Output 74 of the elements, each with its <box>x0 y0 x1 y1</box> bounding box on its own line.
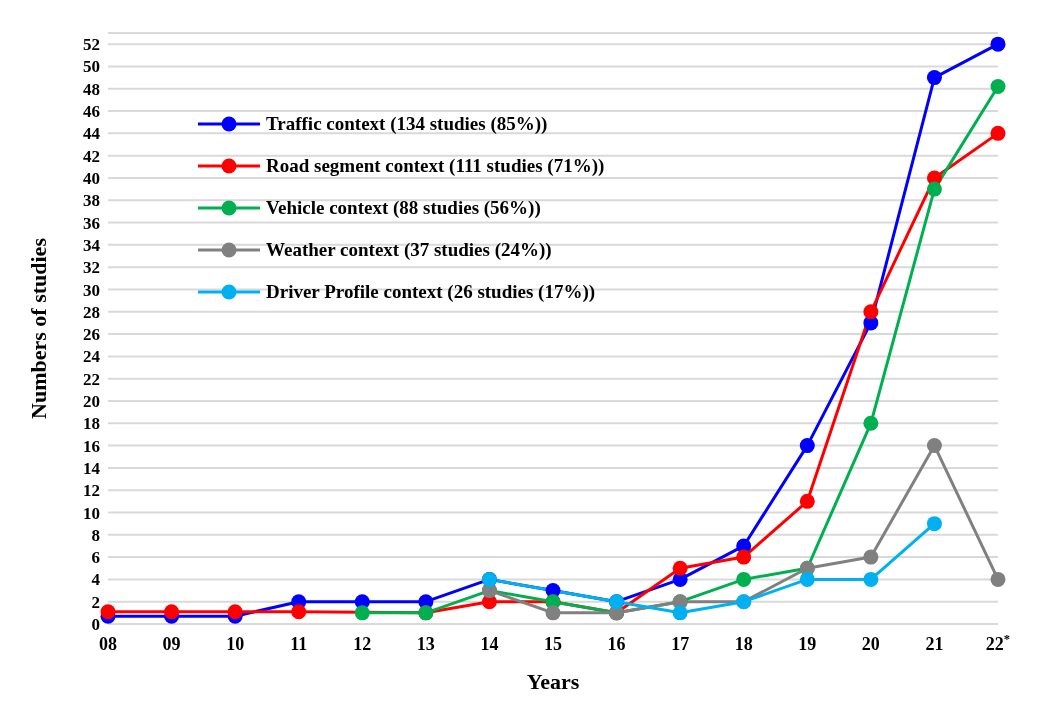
x-tick-label: 22$^{*}$ <box>985 632 1011 654</box>
y-tick-label: 16 <box>83 436 100 456</box>
y-tick-label: 0 <box>91 615 100 635</box>
point <box>100 604 116 620</box>
y-tick-label: 46 <box>83 102 100 122</box>
point <box>354 605 370 621</box>
x-tick-label: 13 <box>416 634 435 654</box>
x-tick-label: 20 <box>861 634 880 654</box>
y-tick-label: 12 <box>83 481 100 501</box>
x-tick-label: 21 <box>925 634 944 654</box>
point <box>990 36 1006 52</box>
x-tick-label: 16 <box>607 634 626 654</box>
legend-label: Vehicle context (88 studies (56%)) <box>266 197 541 219</box>
x-tick-label: 11 <box>290 634 308 654</box>
y-tick-label: 18 <box>83 414 100 434</box>
point <box>863 304 879 320</box>
point <box>736 549 752 565</box>
y-tick-label: 26 <box>83 325 100 345</box>
x-tick-label: 18 <box>734 634 753 654</box>
y-tick-label: 2 <box>91 592 100 612</box>
x-tick-label: 09 <box>162 634 181 654</box>
y-tick-label: 24 <box>83 347 101 367</box>
point <box>799 571 815 587</box>
point <box>736 571 752 587</box>
y-tick-label: 34 <box>83 235 101 255</box>
y-tick-label: 42 <box>83 146 100 166</box>
x-tick-label: 19 <box>798 634 817 654</box>
point <box>545 605 561 621</box>
y-tick-label: 10 <box>83 503 100 523</box>
point <box>799 493 815 509</box>
point <box>990 125 1006 141</box>
y-tick-label: 52 <box>83 35 100 55</box>
y-tick-label: 36 <box>83 213 100 233</box>
x-axis-title: Years <box>526 669 580 694</box>
point <box>164 604 180 620</box>
y-tick-label: 30 <box>83 280 100 300</box>
x-tick-label: 15 <box>544 634 562 654</box>
point <box>672 605 688 621</box>
legend-label: Weather context (37 studies (24%)) <box>266 239 552 261</box>
point <box>926 438 942 454</box>
y-tick-label: 32 <box>83 258 100 278</box>
point <box>926 181 942 197</box>
point <box>227 604 243 620</box>
x-tick-label: 14 <box>480 634 499 654</box>
x-tick-label: 17 <box>671 634 690 654</box>
legend-label: Driver Profile context (26 studies (17%)) <box>266 281 596 303</box>
x-tick-label: 08 <box>99 634 117 654</box>
y-tick-label: 28 <box>83 302 100 322</box>
point <box>990 571 1006 587</box>
y-tick-label: 44 <box>83 124 101 144</box>
legend-label: Road segment context (111 studies (71%)) <box>266 155 605 177</box>
y-tick-label: 38 <box>83 191 100 211</box>
y-tick-label: 4 <box>91 570 101 590</box>
point <box>863 549 879 565</box>
y-axis-title: Numbers of studies <box>25 237 51 419</box>
y-tick-label: 20 <box>83 392 100 412</box>
y-tick-label: 6 <box>91 548 100 568</box>
y-tick-label: 14 <box>83 458 101 478</box>
y-tick-label: 40 <box>83 169 100 188</box>
point <box>990 79 1006 95</box>
y-tick-label: 50 <box>83 57 100 77</box>
point <box>863 415 879 431</box>
point <box>863 571 879 587</box>
y-tick-label: 8 <box>91 525 100 545</box>
point <box>672 560 688 576</box>
point <box>799 438 815 454</box>
y-tick-label: 48 <box>83 79 100 99</box>
point <box>926 516 942 532</box>
point <box>291 604 307 620</box>
x-tick-label: 12 <box>353 634 372 654</box>
point <box>926 70 942 86</box>
legend-label: Traffic context (134 studies (85%)) <box>266 113 548 135</box>
x-tick-label: 10 <box>226 634 245 654</box>
y-tick-label: 22 <box>83 369 100 389</box>
